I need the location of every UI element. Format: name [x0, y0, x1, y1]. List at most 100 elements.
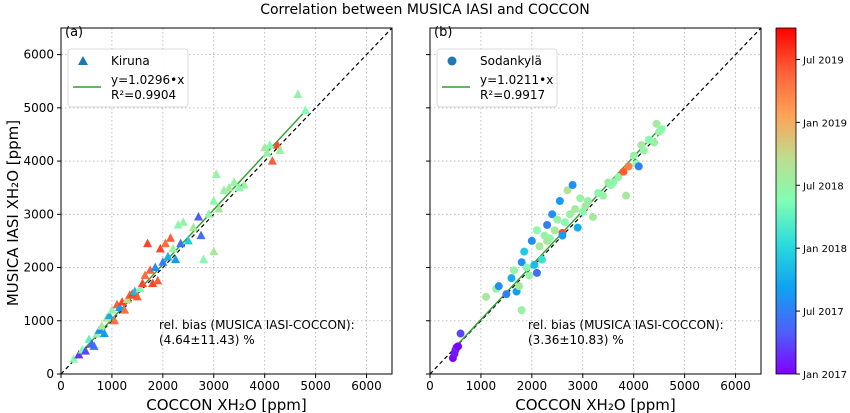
data-point	[657, 125, 666, 134]
data-point	[293, 89, 303, 99]
data-point	[482, 292, 491, 301]
data-point	[530, 260, 539, 269]
data-point	[153, 275, 163, 285]
colorbar-tick-label: Jan 2017	[802, 370, 847, 381]
data-point	[300, 105, 310, 115]
data-point	[520, 247, 529, 256]
data-point	[566, 210, 575, 219]
legend-box	[67, 48, 189, 108]
data-point	[275, 145, 285, 154]
legend-series-name: Sodankylä	[480, 54, 542, 68]
bias-annotation: rel. bias (MUSICA IASI-COCCON):	[528, 318, 724, 332]
data-point	[553, 215, 562, 224]
y-tick-label: 1000	[23, 314, 54, 328]
y-tick-label: 6000	[23, 48, 54, 62]
x-tick-label: 6000	[351, 379, 382, 393]
data-point	[168, 243, 178, 253]
data-point	[193, 211, 203, 221]
plot-frame	[60, 27, 393, 375]
colorbar-tick-label: Jul 2017	[802, 307, 844, 318]
colorbar: Jan 2017 Jul 2017 Jan 2018 Jul 2018 Jan 2019…	[775, 27, 847, 381]
data-point	[262, 148, 272, 157]
data-point	[137, 278, 147, 288]
data-point	[214, 203, 224, 213]
data-point	[204, 209, 214, 218]
legend-box	[436, 48, 558, 108]
x-tick-label: 4000	[249, 379, 280, 393]
data-point	[109, 315, 119, 325]
data-point	[515, 282, 524, 291]
data-point	[550, 226, 559, 235]
data-point	[97, 321, 107, 330]
data-point	[145, 265, 155, 274]
data-point	[99, 328, 109, 338]
data-point	[522, 263, 531, 272]
legend-marker-circle	[447, 56, 457, 66]
x-tick-label: 3000	[567, 379, 598, 393]
data-point	[89, 341, 99, 350]
one-to-one-line	[429, 27, 762, 375]
data-point	[517, 306, 526, 315]
data-point	[229, 177, 239, 186]
data-point	[563, 186, 572, 195]
data-point	[183, 235, 193, 245]
data-point	[211, 169, 221, 178]
data-point	[543, 236, 552, 245]
data-point	[639, 146, 648, 155]
data-point	[517, 258, 526, 267]
data-point	[571, 204, 580, 213]
data-point	[122, 294, 132, 303]
data-point	[209, 196, 219, 205]
legend-fit-r2: R²=0.9917	[480, 88, 545, 102]
x-tick-label: 5000	[669, 379, 700, 393]
data-point	[634, 162, 643, 171]
data-point	[234, 182, 244, 192]
data-point	[568, 181, 577, 190]
x-tick-label: 3000	[198, 379, 229, 393]
data-point	[650, 138, 659, 147]
data-point	[624, 162, 633, 171]
panel-label: (b)	[434, 25, 452, 40]
y-tick-label: 3000	[23, 207, 54, 221]
legend-fit-equation: y=1.0211•x	[480, 73, 553, 87]
y-axis-label: MUSICA IASI XH₂O [ppm]	[4, 120, 22, 306]
colorbar-tick-label: Jul 2019	[802, 55, 844, 66]
legend: Kiruna y=1.0296•xR²=0.9904	[67, 48, 189, 108]
data-point	[219, 185, 229, 194]
x-tick-label: 5000	[300, 379, 331, 393]
data-point	[150, 262, 160, 272]
data-point	[609, 178, 618, 187]
colorbar-tick-label: Jul 2018	[802, 181, 844, 192]
data-point	[576, 194, 585, 203]
data-point	[456, 329, 465, 338]
data-point	[502, 290, 511, 299]
data-point	[555, 197, 564, 205]
data-point	[171, 254, 181, 264]
data-point	[104, 310, 114, 319]
x-tick-label: 0	[426, 379, 434, 393]
one-to-one-line	[60, 27, 393, 375]
data-point	[196, 230, 206, 240]
data-point	[199, 254, 209, 264]
data-point	[548, 210, 557, 219]
x-tick-label: 4000	[618, 379, 649, 393]
data-point	[143, 238, 153, 248]
x-tick-label: 1000	[97, 379, 128, 393]
x-tick-label: 6000	[720, 379, 751, 393]
legend: Sodankylä y=1.0211•xR²=0.9917	[436, 48, 558, 108]
x-tick-label: 1000	[466, 379, 497, 393]
bias-annotation: (4.64±11.43) %	[159, 333, 255, 347]
data-point	[560, 218, 569, 227]
data-point	[224, 182, 234, 192]
data-point	[176, 238, 186, 248]
data-point	[158, 257, 168, 266]
data-point	[165, 233, 175, 242]
data-point	[173, 219, 183, 229]
data-point	[507, 274, 516, 283]
colorbar-tick-label: Jan 2019	[802, 118, 847, 129]
data-point	[160, 238, 170, 248]
x-tick-label: 0	[57, 379, 65, 393]
data-point	[135, 283, 145, 293]
data-point	[239, 180, 249, 189]
data-point	[148, 278, 158, 288]
